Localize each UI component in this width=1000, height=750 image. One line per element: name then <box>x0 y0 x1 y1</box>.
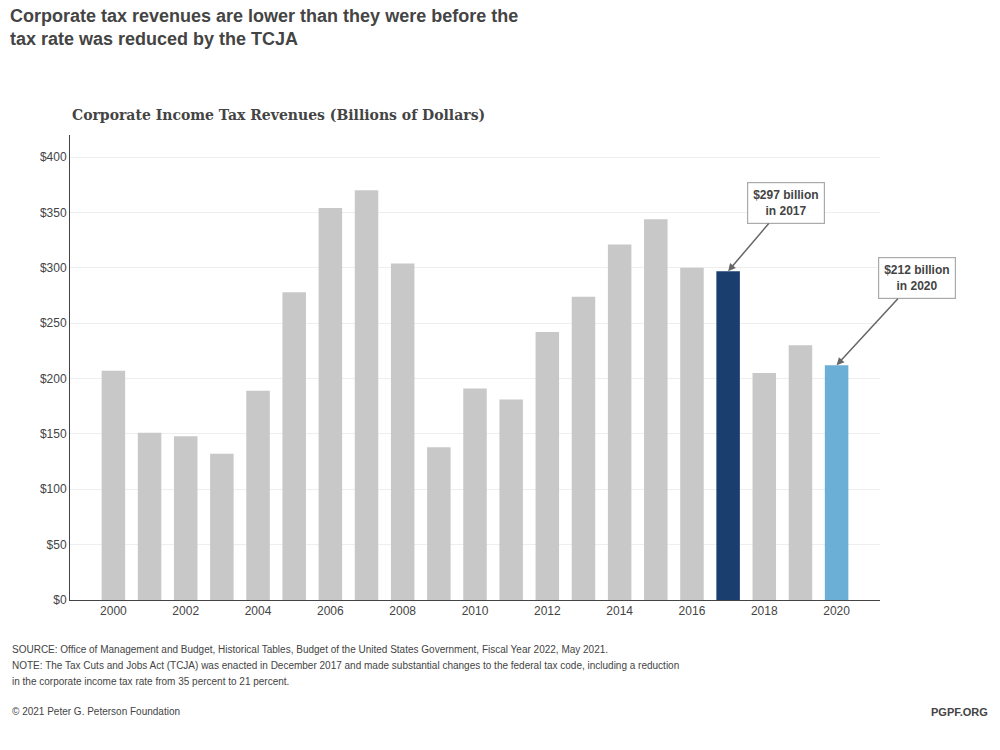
svg-text:$100: $100 <box>40 482 67 496</box>
svg-text:SOURCE: Office of Management a: SOURCE: Office of Management and Budget,… <box>12 644 608 655</box>
svg-text:$400: $400 <box>40 150 67 164</box>
svg-text:$300: $300 <box>40 261 67 275</box>
svg-text:2020: 2020 <box>823 604 850 618</box>
svg-text:$200: $200 <box>40 372 67 386</box>
svg-text:Corporate tax revenues are low: Corporate tax revenues are lower than th… <box>10 6 518 49</box>
svg-text:$350: $350 <box>40 206 67 220</box>
svg-text:2010: 2010 <box>462 604 489 618</box>
svg-text:in the corporate income tax ra: in the corporate income tax rate from 35… <box>12 676 289 687</box>
svg-text:$150: $150 <box>40 427 67 441</box>
svg-text:2016: 2016 <box>679 604 706 618</box>
svg-text:2006: 2006 <box>317 604 344 618</box>
svg-text:NOTE: The Tax Cuts and Jobs Ac: NOTE: The Tax Cuts and Jobs Act (TCJA) w… <box>12 660 679 671</box>
svg-text:2012: 2012 <box>534 604 561 618</box>
svg-text:$50: $50 <box>47 538 67 552</box>
svg-text:$297 billionin 2017: $297 billionin 2017 <box>753 188 818 218</box>
svg-text:© 2021 Peter G. Peterson Found: © 2021 Peter G. Peterson Foundation <box>12 706 180 717</box>
svg-text:$250: $250 <box>40 316 67 330</box>
svg-text:Corporate Income Tax Revenues: Corporate Income Tax Revenues (Billions … <box>72 107 485 123</box>
svg-text:$0: $0 <box>53 593 67 607</box>
svg-text:2002: 2002 <box>172 604 199 618</box>
svg-text:PGPF.ORG: PGPF.ORG <box>931 706 988 718</box>
svg-text:2018: 2018 <box>751 604 778 618</box>
svg-text:$212 billionin 2020: $212 billionin 2020 <box>884 263 949 293</box>
svg-text:2008: 2008 <box>389 604 416 618</box>
svg-text:2000: 2000 <box>100 604 127 618</box>
svg-text:2004: 2004 <box>245 604 272 618</box>
svg-text:2014: 2014 <box>606 604 633 618</box>
